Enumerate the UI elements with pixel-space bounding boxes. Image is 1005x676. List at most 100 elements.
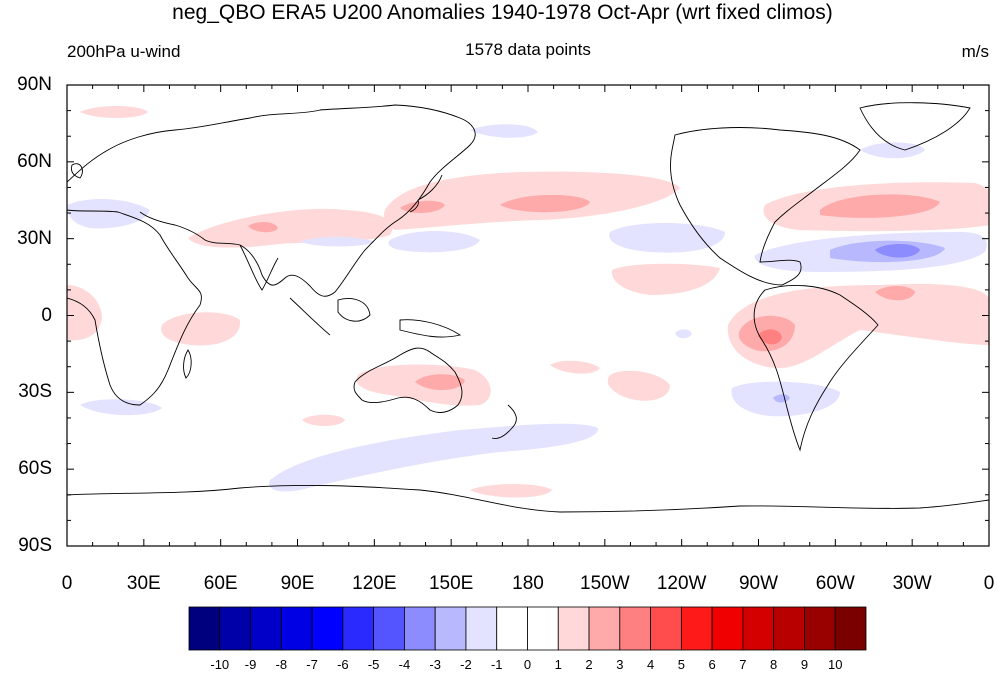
lon-label: 150W (580, 573, 630, 594)
coast-australia (353, 347, 463, 413)
lat-label: 0 (41, 304, 52, 326)
anomaly-n-atlantic-core (820, 194, 940, 218)
lon-label: 90E (280, 573, 315, 594)
colorbar-label: -4 (398, 657, 411, 672)
anomaly-greenland (860, 142, 925, 159)
coast-borneo (337, 298, 371, 322)
anomaly-caribbean-max (875, 244, 920, 258)
colorbar-label: 3 (616, 657, 624, 672)
coast-japan (409, 174, 443, 213)
colorbar-label: 1 (554, 657, 562, 672)
anomaly-e-pacific-nh (609, 223, 725, 253)
anomaly-europe (67, 198, 150, 229)
anomaly-w-pacific-eq (675, 329, 692, 339)
lon-label: 60W (815, 573, 855, 594)
lat-label: 90N (17, 74, 52, 95)
lon-label: 120E (352, 573, 397, 594)
axis-ticks (66, 84, 990, 547)
colorbar-label: 5 (677, 657, 685, 672)
anomaly-s-pacific-band (269, 423, 599, 492)
map-title: neg_QBO ERA5 U200 Anomalies 1940-1978 Oc… (172, 1, 833, 24)
coast-uk (71, 163, 83, 179)
colorbar-swatch (557, 606, 590, 651)
colorbar-label: -7 (306, 657, 318, 672)
colorbar-swatch (465, 606, 498, 651)
lon-label: 90W (738, 573, 779, 594)
colorbar-swatch (219, 606, 251, 651)
lon-label: 0 (61, 573, 73, 594)
coast-madagascar (183, 349, 192, 379)
anomaly-nw-pacific-core (400, 200, 445, 214)
anomaly-tasman (302, 414, 345, 426)
colorbar-swatch (619, 606, 651, 651)
colorbar-swatch (742, 606, 775, 651)
colorbar-swatch (404, 606, 436, 651)
colorbar-swatch (773, 606, 805, 651)
anomaly-australia-core (415, 374, 465, 391)
colorbar-label: 10 (827, 657, 843, 672)
anomaly-atlantic-equator (875, 286, 915, 301)
colorbar-label: -1 (490, 657, 503, 672)
anomaly-w-pacific-nh (300, 236, 375, 247)
colorbar-label: -8 (275, 657, 288, 672)
coast-india (239, 244, 279, 291)
lon-label: 180 (512, 573, 544, 594)
variable-label: 200hPa u-wind (67, 42, 181, 61)
anomaly-s-pacific-2 (607, 370, 670, 401)
colorbar-swatch (434, 606, 467, 651)
colorbar-label: -9 (244, 657, 257, 672)
anomaly-china-sea (388, 231, 480, 253)
colorbar-swatch (496, 606, 528, 651)
coastlines (67, 102, 989, 513)
colorbar-swatch (834, 606, 867, 651)
coast-new-guinea (399, 319, 462, 338)
colorbar-swatch (373, 606, 405, 651)
coast-s-america (753, 285, 879, 452)
colorbar-swatch (250, 606, 282, 651)
colorbar-swatch (311, 606, 344, 651)
anomaly-s-america-max (758, 329, 782, 345)
lat-label: 60N (17, 150, 52, 172)
colorbar-label: -6 (337, 657, 349, 672)
colorbar-swatch (804, 606, 836, 651)
lon-label: 0 (983, 573, 995, 594)
anomaly-e-pacific-ne (611, 263, 720, 295)
colorbar-swatch (650, 606, 682, 651)
anomaly-n-pacific-high (470, 124, 538, 138)
anomaly-n-pacific-core (500, 194, 590, 213)
colorbar-label: 4 (646, 657, 655, 672)
anomaly-s-africa (80, 399, 162, 416)
colorbar-label: 9 (800, 657, 809, 672)
anomaly-arctic (80, 106, 148, 118)
lat-label: 30N (17, 227, 52, 249)
lon-label: 30E (126, 573, 161, 594)
anomaly-s-pacific-1 (550, 360, 600, 374)
colorbar (188, 606, 867, 651)
colorbar-swatch (342, 606, 375, 651)
lon-label: 30W (892, 573, 932, 594)
anomaly-nh-asia-core (248, 222, 278, 233)
colorbar-label: -3 (429, 657, 441, 672)
coast-antarctica (67, 484, 989, 513)
anomaly-w-africa (67, 285, 102, 341)
colorbar-label: 6 (708, 657, 716, 672)
colorbar-label: -2 (460, 657, 472, 672)
anomaly-indian-ocean (161, 312, 241, 346)
coast-sumatra (289, 297, 331, 336)
colorbar-swatch (280, 606, 313, 651)
anomaly-antarctic (470, 484, 552, 498)
colorbar-swatch (527, 606, 559, 651)
data-points-label: 1578 data points (465, 40, 591, 59)
lat-label: 30S (18, 381, 52, 403)
coast-new-zealand (491, 404, 517, 439)
colorbar-swatch (680, 606, 713, 651)
colorbar-label: 0 (523, 657, 532, 672)
colorbar-label: -5 (367, 657, 380, 672)
lon-label: 60E (203, 573, 238, 594)
lon-label: 150E (428, 573, 474, 594)
colorbar-label: 2 (585, 657, 593, 672)
colorbar-swatch (588, 606, 621, 651)
lon-label: 120W (656, 573, 707, 594)
colorbar-swatch (188, 606, 221, 651)
